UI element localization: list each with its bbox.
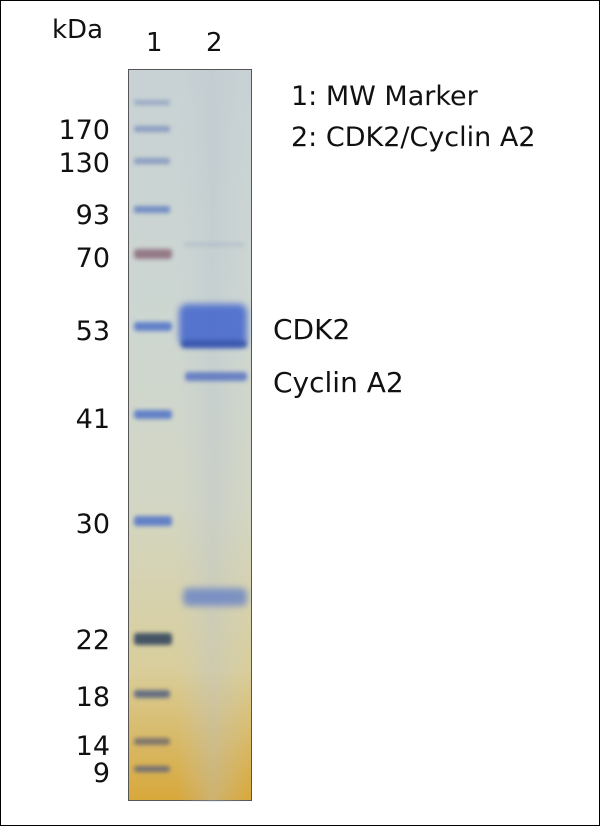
marker-band: [134, 249, 172, 259]
unit-label: kDa: [52, 15, 104, 45]
marker-label: 18: [75, 682, 110, 713]
marker-label: 93: [75, 200, 110, 231]
marker-label: 53: [75, 316, 110, 347]
marker-band: [134, 410, 172, 419]
lane-number-2: 2: [206, 28, 223, 58]
marker-label: 41: [75, 404, 110, 435]
marker-band: [134, 126, 170, 132]
lane-2-smear: [177, 70, 249, 802]
sample-band-cyclin-a2: [185, 372, 247, 381]
band-label-cyclin-a2: Cyclin A2: [273, 366, 404, 399]
marker-band: [134, 206, 170, 213]
sample-band-low: [183, 588, 247, 606]
sample-band-cdk2-edge: [181, 340, 247, 348]
marker-band: [134, 100, 170, 105]
marker-band: [134, 633, 172, 645]
marker-band: [134, 158, 170, 164]
gel-image: [128, 69, 252, 802]
band-label-cdk2: CDK2: [273, 313, 351, 346]
gel-bands: [134, 70, 249, 802]
marker-band: [134, 738, 170, 745]
marker-label: 9: [92, 758, 110, 789]
legend-item-1: 1: MW Marker: [291, 81, 478, 112]
marker-band: [134, 322, 172, 331]
marker-band: [134, 690, 170, 698]
marker-band: [134, 516, 172, 526]
marker-label: 170: [58, 115, 110, 146]
marker-label: 22: [75, 625, 110, 656]
marker-label: 30: [75, 509, 110, 540]
marker-label: 130: [58, 148, 110, 179]
sample-band-faint: [184, 243, 244, 246]
marker-label: 14: [75, 731, 110, 762]
marker-label: 70: [75, 243, 110, 274]
sample-band-cdk2: [179, 304, 247, 346]
legend-item-2: 2: CDK2/Cyclin A2: [291, 122, 536, 153]
lane-number-1: 1: [146, 28, 163, 58]
marker-band: [134, 766, 170, 772]
